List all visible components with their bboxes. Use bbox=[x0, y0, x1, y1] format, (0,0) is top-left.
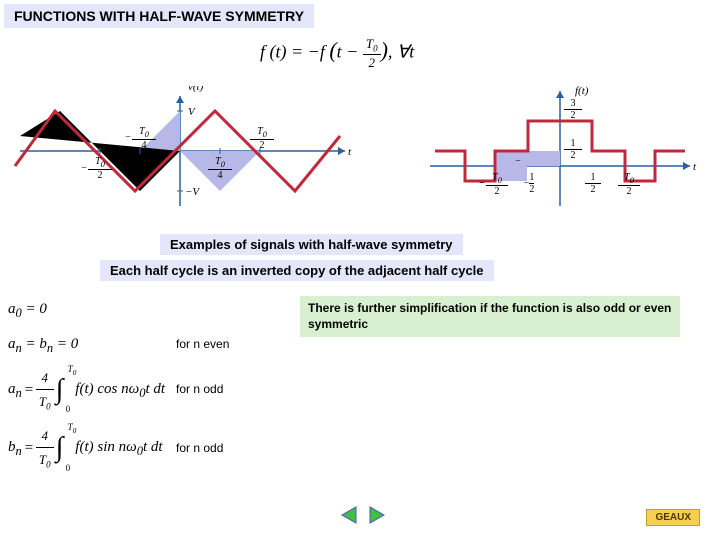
svg-text:−: − bbox=[81, 163, 87, 174]
prev-icon[interactable] bbox=[340, 505, 360, 530]
page-title: FUNCTIONS WITH HALF-WAVE SYMMETRY bbox=[4, 4, 314, 28]
badge-geaux: GEAUX bbox=[646, 509, 700, 526]
main-equation: f (t) = −f (t − T02), ∀t bbox=[260, 36, 414, 71]
nav-controls bbox=[340, 505, 386, 530]
triangle-wave-chart: v(t) V −V t − T04 T02 − T02 T04 bbox=[10, 86, 360, 216]
svg-text:−V: −V bbox=[185, 186, 200, 198]
caption-examples: Examples of signals with half-wave symme… bbox=[160, 234, 463, 255]
caption-halfcycle: Each half cycle is an inverted copy of t… bbox=[100, 260, 494, 281]
next-icon[interactable] bbox=[366, 505, 386, 530]
eq-an-odd: an = 4T0 ∫T00 f(t) cos nω0t dt bbox=[8, 365, 168, 415]
eq-bn-odd: bn = 4T0 ∫T00 f(t) sin nω0t dt bbox=[8, 423, 168, 473]
note-even: for n even bbox=[176, 334, 229, 356]
svg-text:V: V bbox=[188, 106, 196, 118]
square-wave-chart: 32 12 f(t) t − T02 − . −12 12 T02 bbox=[420, 86, 700, 216]
eq-an-bn-even: an = bn = 0 bbox=[8, 331, 168, 360]
svg-text:f(t): f(t) bbox=[575, 86, 589, 97]
svg-text:t: t bbox=[693, 161, 697, 173]
eq-a0: a0 = 0 bbox=[8, 296, 168, 325]
coefficient-list: a0 = 0 an = bn = 0 for n even an = 4T0 ∫… bbox=[8, 296, 268, 482]
simplification-note: There is further simplification if the f… bbox=[300, 296, 680, 337]
note-odd-a: for n odd bbox=[176, 379, 223, 401]
svg-text:v(t): v(t) bbox=[188, 86, 204, 93]
svg-text:−: − bbox=[515, 156, 521, 167]
svg-text:t: t bbox=[348, 146, 352, 158]
svg-text:−: − bbox=[479, 178, 485, 189]
svg-text:−: − bbox=[125, 132, 131, 143]
note-odd-b: for n odd bbox=[176, 438, 223, 460]
